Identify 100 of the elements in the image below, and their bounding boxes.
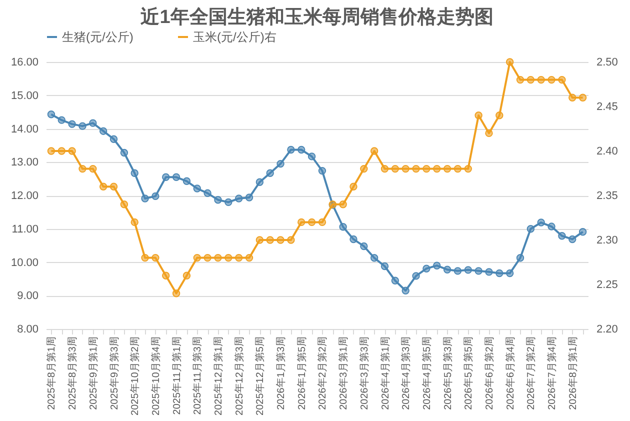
point bbox=[339, 200, 347, 208]
y-tick-label: 10.00 bbox=[10, 256, 38, 269]
point bbox=[308, 152, 316, 160]
point bbox=[89, 119, 97, 127]
x-tick-label: 2025年11月第1周 bbox=[170, 336, 183, 415]
point bbox=[298, 146, 306, 154]
point bbox=[433, 164, 441, 173]
point bbox=[454, 267, 462, 275]
point bbox=[234, 254, 243, 262]
point bbox=[360, 164, 368, 173]
point bbox=[47, 147, 56, 155]
point bbox=[234, 194, 243, 202]
point bbox=[120, 148, 128, 157]
y2-tick-label: 2.35 bbox=[596, 190, 618, 202]
point bbox=[360, 242, 368, 250]
y-tick-label: 8.00 bbox=[17, 324, 38, 336]
x-tick-label: 2025年10月第2周 bbox=[129, 336, 142, 416]
legend-label: 生猪(元/公斤) bbox=[62, 30, 134, 44]
y2-tick-label: 2.40 bbox=[596, 146, 618, 158]
point bbox=[548, 222, 556, 230]
x-tick-label: 2026年4月第5周 bbox=[420, 336, 433, 410]
point bbox=[266, 169, 274, 177]
point bbox=[422, 264, 430, 272]
point bbox=[350, 235, 358, 244]
point bbox=[308, 218, 316, 226]
point bbox=[537, 76, 545, 84]
point bbox=[496, 112, 504, 120]
x-tick-label: 2026年3月第1周 bbox=[338, 336, 350, 410]
point bbox=[402, 164, 410, 173]
x-tick-label: 2025年8月第3周 bbox=[66, 336, 79, 410]
x-tick-label: 2025年10月第4周 bbox=[150, 336, 162, 416]
point bbox=[412, 272, 420, 280]
y2-tick-label: 2.20 bbox=[596, 324, 618, 336]
point bbox=[402, 286, 410, 294]
y-tick-label: 9.00 bbox=[17, 290, 38, 302]
point bbox=[443, 164, 452, 173]
y-tick-label: 11.00 bbox=[12, 223, 38, 236]
point bbox=[578, 228, 587, 236]
point bbox=[516, 76, 524, 84]
point bbox=[193, 254, 201, 262]
x-tick-label: 2026年8月第1周 bbox=[566, 336, 579, 410]
x-tick-label: 2025年9月第3周 bbox=[108, 336, 120, 410]
point bbox=[58, 116, 66, 124]
y-tick-label: 13.00 bbox=[10, 156, 38, 169]
point bbox=[474, 112, 482, 120]
point bbox=[339, 223, 347, 231]
point bbox=[464, 266, 472, 274]
x-tick-label: 2025年12月第5周 bbox=[254, 336, 266, 416]
x-tick-label: 2026年1月第3周 bbox=[275, 336, 288, 410]
x-tick-label: 2026年4月第3周 bbox=[400, 336, 412, 410]
point bbox=[558, 232, 566, 240]
point bbox=[141, 194, 149, 202]
point bbox=[110, 135, 118, 143]
point bbox=[68, 120, 76, 128]
point bbox=[526, 225, 535, 233]
x-tick-label: 2026年3月第3周 bbox=[358, 336, 370, 410]
point bbox=[558, 76, 566, 84]
point bbox=[214, 196, 222, 204]
point bbox=[485, 268, 493, 276]
point bbox=[78, 122, 86, 130]
x-tick-label: 2025年11月第3周 bbox=[192, 336, 204, 415]
point bbox=[99, 182, 108, 190]
point bbox=[578, 94, 587, 102]
point bbox=[298, 218, 306, 226]
x-tick-label: 2025年12月第3周 bbox=[233, 336, 246, 416]
point bbox=[422, 164, 430, 173]
point bbox=[350, 182, 358, 190]
point bbox=[318, 166, 326, 175]
y-tick-label: 14.00 bbox=[10, 123, 38, 136]
point bbox=[99, 127, 108, 135]
point bbox=[433, 262, 441, 270]
point bbox=[266, 236, 274, 244]
point bbox=[496, 269, 504, 278]
point bbox=[287, 236, 295, 244]
point bbox=[193, 184, 201, 192]
point bbox=[182, 272, 191, 280]
point bbox=[152, 192, 160, 200]
point bbox=[454, 164, 462, 173]
point bbox=[152, 254, 160, 262]
point bbox=[130, 169, 138, 177]
point bbox=[47, 110, 56, 118]
point bbox=[380, 262, 389, 270]
point bbox=[120, 200, 128, 208]
x-tick-label: 2026年5月第5周 bbox=[462, 336, 475, 410]
x-tick-label: 2026年1月第5周 bbox=[296, 336, 308, 410]
point bbox=[276, 236, 284, 244]
point bbox=[412, 164, 420, 173]
y2-tick-label: 2.25 bbox=[596, 279, 618, 291]
x-tick-label: 2026年5月第3周 bbox=[442, 336, 454, 410]
point bbox=[443, 266, 452, 274]
x-tick-label: 2026年6月第4周 bbox=[504, 336, 516, 410]
point bbox=[78, 164, 86, 173]
y2-tick-label: 2.30 bbox=[596, 234, 618, 246]
point bbox=[391, 164, 400, 173]
point bbox=[182, 177, 191, 185]
x-tick-label: 2026年7月第2周 bbox=[525, 336, 538, 410]
x-tick-label: 2025年9月第1周 bbox=[87, 336, 100, 410]
point bbox=[245, 254, 254, 262]
y2-tick-label: 2.45 bbox=[596, 101, 618, 113]
point bbox=[568, 94, 576, 102]
